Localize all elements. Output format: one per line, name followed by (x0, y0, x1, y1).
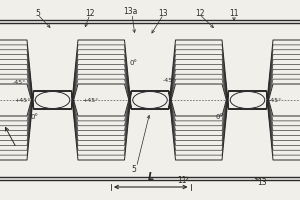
Text: 13: 13 (159, 8, 168, 18)
Text: +45°: +45° (14, 98, 31, 102)
Ellipse shape (133, 92, 167, 108)
Text: 12: 12 (85, 8, 95, 18)
Text: 13a: 13a (123, 7, 138, 17)
Text: 13: 13 (258, 178, 267, 187)
Text: 5: 5 (35, 8, 40, 18)
Text: 5: 5 (131, 164, 136, 173)
Text: +45°: +45° (82, 98, 98, 102)
Text: 12: 12 (195, 8, 204, 18)
Text: -45°: -45° (13, 80, 26, 86)
Text: 0°: 0° (130, 60, 137, 66)
Ellipse shape (230, 92, 265, 108)
Text: 11: 11 (177, 176, 186, 185)
Text: 0°: 0° (31, 114, 38, 120)
Text: -45°: -45° (163, 78, 176, 84)
Text: 0°: 0° (215, 114, 223, 120)
Text: 11: 11 (229, 8, 239, 18)
Text: +45°: +45° (265, 98, 281, 102)
Text: θ°: θ° (139, 99, 146, 105)
Ellipse shape (35, 92, 70, 108)
Text: L: L (148, 172, 154, 182)
